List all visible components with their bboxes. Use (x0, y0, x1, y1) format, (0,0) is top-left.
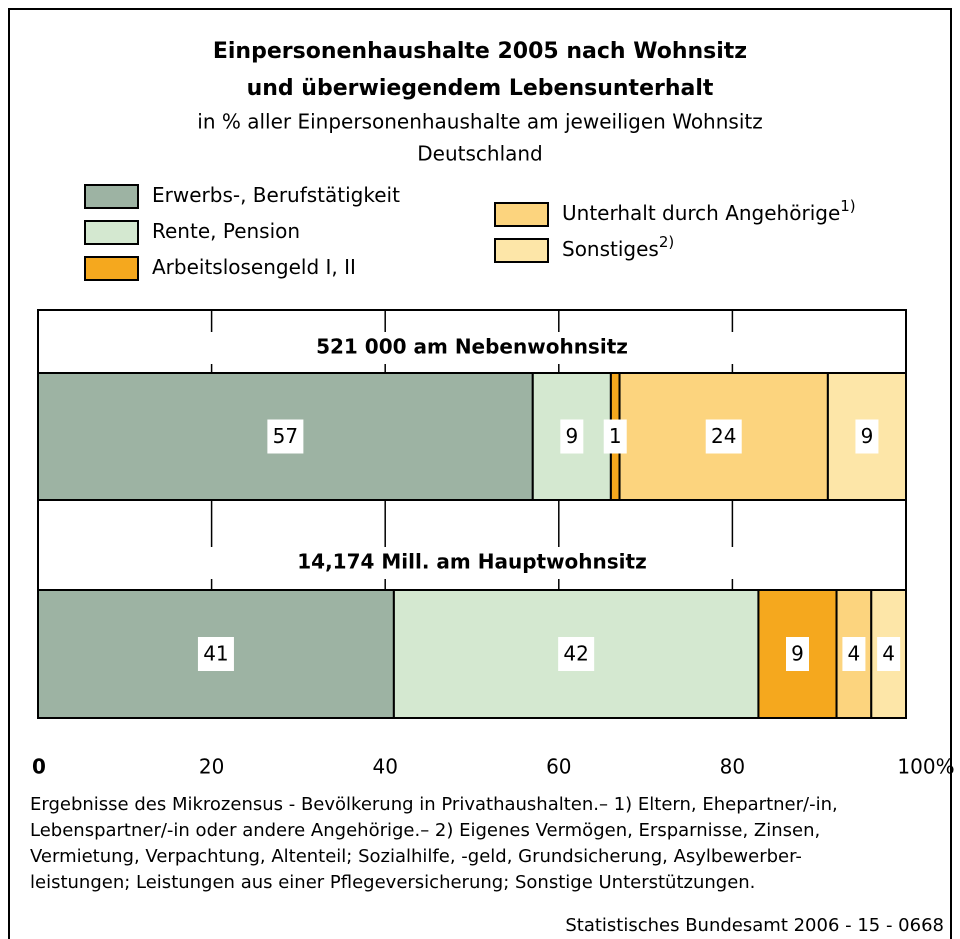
legend-name: Rente, Pension (152, 219, 300, 243)
value-label-box (603, 419, 627, 454)
chart-subtitle: in % aller Einpersonenhaushalte am jewei… (197, 110, 762, 134)
chart-title: und überwiegendem Lebensunterhalt (247, 76, 714, 101)
legend-swatch (84, 220, 139, 245)
legend-label: Arbeitslosengeld I, II (152, 255, 356, 279)
footnote: leistungen; Leistungen aus einer Pflegev… (30, 872, 755, 893)
bar-segment (37, 589, 395, 719)
category-label: 521 000 am Nebenwohnsitz (316, 335, 628, 359)
source: Statistisches Bundesamt 2006 - 15 - 0668 (565, 915, 944, 936)
value-label-box (560, 419, 584, 454)
legend-swatch (494, 238, 549, 263)
legend-name: Arbeitslosengeld I, II (152, 255, 356, 279)
chart-title: Einpersonenhaushalte 2005 nach Wohnsitz (213, 39, 747, 64)
value-label-box (705, 419, 742, 454)
footnote: Ergebnisse des Mikrozensus - Bevölkerung… (30, 794, 838, 815)
value-label: 9 (565, 424, 578, 448)
value-label: 41 (203, 642, 228, 666)
value-label-box (855, 419, 879, 454)
legend-label: Rente, Pension (152, 219, 300, 243)
category-band (118, 332, 826, 364)
category-band (118, 547, 826, 579)
value-label-box (877, 637, 901, 671)
footnote: Lebenspartner/-in oder andere Angehörige… (30, 820, 820, 841)
value-label-box (786, 637, 809, 671)
legend-swatch (84, 256, 139, 281)
x-tick-label: 60 (546, 755, 571, 779)
chart-subtitle: Deutschland (417, 142, 543, 166)
value-label: 24 (711, 424, 736, 448)
x-tick-label: 20 (199, 755, 224, 779)
legend-label: Sonstiges2) (562, 233, 674, 261)
value-label: 1 (609, 424, 622, 448)
value-label-box (267, 419, 304, 454)
x-tick-label: 40 (372, 755, 397, 779)
value-label: 57 (273, 424, 298, 448)
category-label: 14,174 Mill. am Hauptwohnsitz (297, 550, 646, 574)
legend-name: Unterhalt durch Angehörige (562, 201, 840, 225)
x-tick-label: 100% (897, 755, 954, 779)
value-label: 9 (861, 424, 874, 448)
legend-label: Erwerbs-, Berufstätigkeit (152, 183, 400, 207)
value-label: 9 (791, 642, 804, 666)
legend-name: Sonstiges (562, 237, 659, 261)
footnote: Vermietung, Verpachtung, Altenteil; Sozi… (30, 846, 802, 867)
legend-name: Erwerbs-, Berufstätigkeit (152, 183, 400, 207)
frame (8, 8, 952, 939)
value-label: 42 (563, 642, 588, 666)
value-label-box (197, 637, 234, 671)
value-label-box (558, 637, 595, 671)
value-label-box (842, 637, 866, 671)
legend-note: 1) (840, 197, 855, 215)
x-tick-label: 0 (32, 755, 46, 779)
legend-label: Unterhalt durch Angehörige1) (562, 197, 856, 225)
legend-note: 2) (659, 233, 674, 251)
x-tick-label: 80 (720, 755, 745, 779)
value-label: 4 (882, 642, 895, 666)
legend-swatch (84, 184, 139, 209)
value-label: 4 (848, 642, 861, 666)
legend-swatch (494, 202, 549, 227)
